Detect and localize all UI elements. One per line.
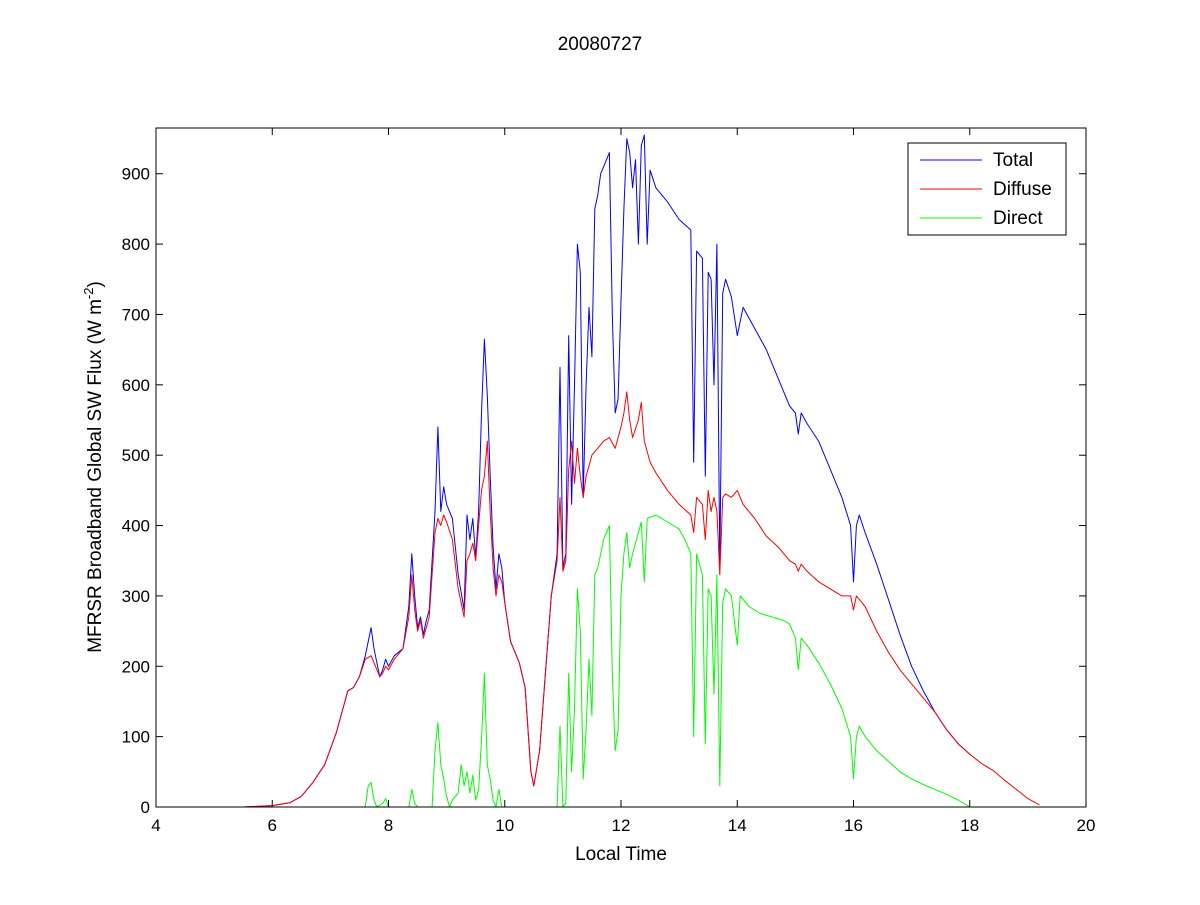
x-tick-label: 6 xyxy=(268,816,277,835)
series-layer xyxy=(243,134,1040,808)
x-tick-label: 14 xyxy=(728,816,747,835)
x-tick-label: 8 xyxy=(384,816,393,835)
chart-title: 20080727 xyxy=(557,34,643,55)
series-line-diffuse xyxy=(243,391,1040,808)
y-axis-label-superscript: -2 xyxy=(81,288,96,300)
series-line-direct xyxy=(272,514,1040,808)
y-tick-label: 200 xyxy=(122,657,150,676)
y-axis: 0 100 200 300 400 500 600 700 800 900 xyxy=(122,165,1086,817)
legend-label-direct: Direct xyxy=(993,208,1043,229)
y-tick-label: 700 xyxy=(122,305,150,324)
x-tick-label: 18 xyxy=(960,816,979,835)
y-tick-label: 400 xyxy=(122,517,150,536)
x-axis-label: Local Time xyxy=(575,844,667,865)
y-axis-label-main: MFRSR Broadband Global SW Flux (W m xyxy=(85,299,106,653)
y-tick-label: 0 xyxy=(141,798,150,817)
x-axis: 4 6 8 10 12 14 16 18 20 xyxy=(151,128,1095,835)
legend-label-diffuse: Diffuse xyxy=(993,179,1052,200)
plot-area xyxy=(156,128,1086,807)
x-tick-label: 20 xyxy=(1077,816,1096,835)
legend: Total Diffuse Direct xyxy=(907,142,1067,236)
y-tick-label: 500 xyxy=(122,446,150,465)
y-axis-label: MFRSR Broadband Global SW Flux (W m-2) xyxy=(81,281,106,653)
y-tick-label: 100 xyxy=(122,728,150,747)
series-line-total xyxy=(243,134,971,808)
y-tick-label: 900 xyxy=(122,165,150,184)
x-tick-label: 4 xyxy=(151,816,160,835)
legend-label-total: Total xyxy=(993,150,1033,171)
x-tick-label: 12 xyxy=(612,816,631,835)
y-axis-label-close: ) xyxy=(85,281,106,287)
y-tick-label: 300 xyxy=(122,587,150,606)
y-tick-label: 800 xyxy=(122,235,150,254)
x-tick-label: 16 xyxy=(844,816,863,835)
x-tick-label: 10 xyxy=(495,816,514,835)
y-tick-label: 600 xyxy=(122,376,150,395)
